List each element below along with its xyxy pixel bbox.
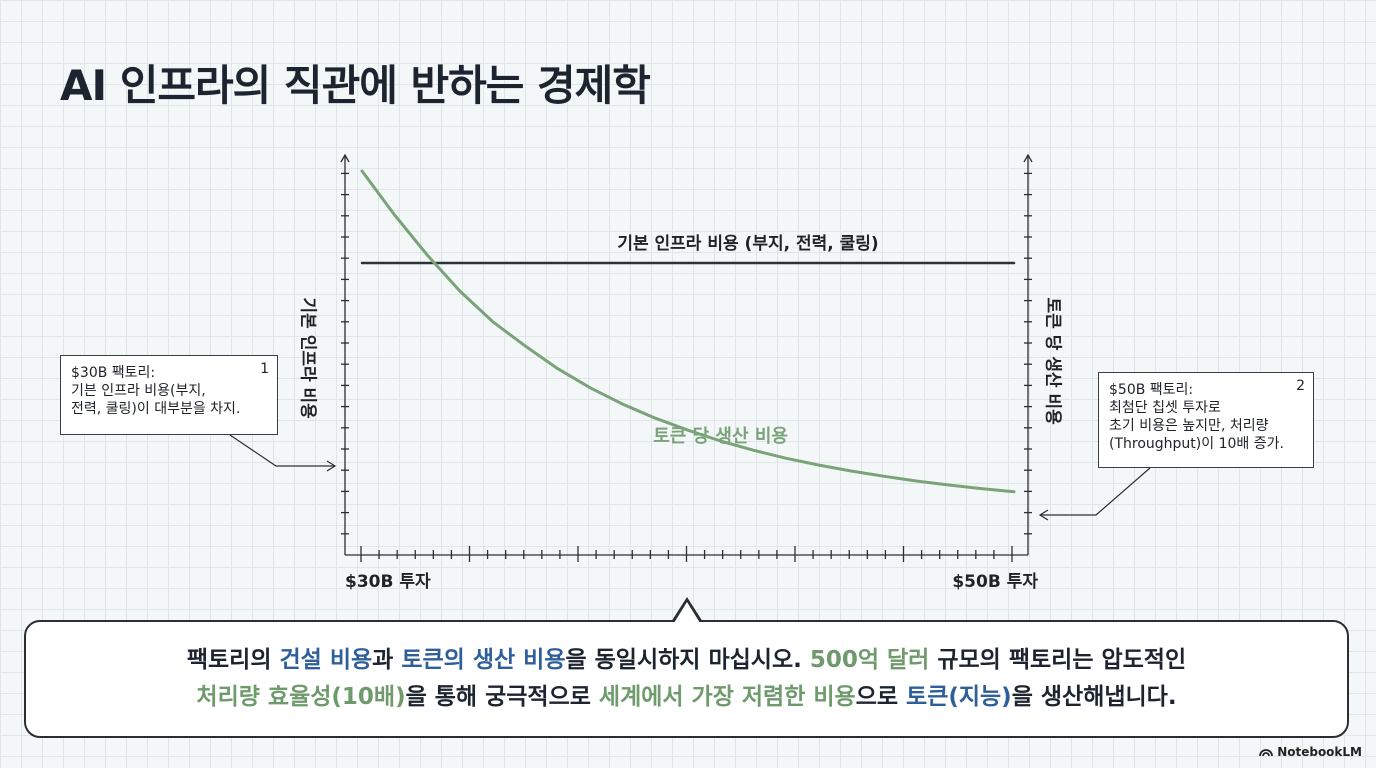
y-axis-right-arrow [1023,153,1033,163]
summary-segment: 으로 [855,684,907,710]
summary-segment: 500억 달러 [809,647,930,673]
y-axis-label-left: 기본 인프라 비용 [297,297,318,419]
x-tick-label: $50B 투자 [952,572,1038,592]
slide-title: AI 인프라의 직관에 반하는 경제학 [60,61,651,110]
summary-segment: 을 동일시하지 마십시오. [565,647,810,673]
callout-text: 기븐 인프라 비용(부지, 전력, 쿨링)이 대부분을 차지. [71,383,241,417]
summary-segment: 건설 비용 [279,647,373,673]
x-tick-label: $30B 투자 [345,572,431,592]
callout-1-leader [229,434,335,467]
summary-segment: 세계에서 가장 저렴한 비용 [598,684,856,710]
summary-segment: 토큰의 생산 비용 [401,647,566,673]
callout-1-arrowhead [326,460,337,472]
callout-title: $30B 팩토리: [71,365,156,381]
summary-segment: 을 생산해냅니다. [1011,684,1177,710]
y-axis-label-right: 토큰 당 생산 비용 [1042,297,1063,425]
summary-segment: 을 통해 궁극적으로 [405,684,599,710]
callout-title: $50B 팩토리: [1109,382,1194,398]
callout-text: 최첨단 칩셋 투자로 초기 비용은 높지만, 처리량 (Throughput)이… [1109,400,1284,452]
callout-50b-factory: 2 $50B 팩토리: 최첨단 칩셋 투자로 초기 비용은 높지만, 처리량 (… [1098,372,1314,468]
chart-series [360,169,1016,494]
callout-2-leader [1040,467,1151,516]
summary-segment: 토큰(지능) [906,684,1012,710]
brand-watermark: NotebookLM [1259,745,1362,759]
summary-segment: 처리량 효율성(10배) [196,684,406,710]
notebooklm-logo-icon [1259,749,1274,757]
chart-axes [340,153,1033,562]
summary-line-2: 처리량 효율성(10배)을 통해 궁극적으로 세계에서 가장 저렴한 비용으로 … [26,679,1347,716]
cost-chart: $30B 투자 $50B 투자 기본 인프라 비용 (부지, 전력, 쿨링) 토큰 당… [229,153,1151,592]
token-cost-curve [360,169,1016,494]
summary-pointer-fill [674,602,700,623]
summary-segment: 팩토리의 [186,647,280,673]
callout-2-arrowhead [1038,509,1049,521]
summary-segment: 과 [372,647,402,673]
summary-line-1: 팩토리의 건설 비용과 토큰의 생산 비용을 동일시하지 마십시오. 500억 … [26,642,1347,679]
callout-number: 2 [1296,378,1305,394]
brand-name: NotebookLM [1277,745,1362,759]
callout-30b-factory: 1 $30B 팩토리: 기븐 인프라 비용(부지, 전력, 쿨링)이 대부분을 … [60,355,278,435]
y-axis-left-arrow [340,153,350,163]
infrastructure-cost-label: 기본 인프라 비용 (부지, 전력, 쿨링) [617,234,878,254]
callout-number: 1 [260,361,269,377]
chart-labels: $30B 투자 $50B 투자 기본 인프라 비용 (부지, 전력, 쿨링) 토큰 당… [229,234,1151,592]
summary-box: 팩토리의 건설 비용과 토큰의 생산 비용을 동일시하지 마십시오. 500억 … [24,620,1349,738]
token-cost-label: 토큰 당 생산 비용 [653,426,788,447]
summary-segment: 규모의 팩토리는 압도적인 [929,647,1187,673]
